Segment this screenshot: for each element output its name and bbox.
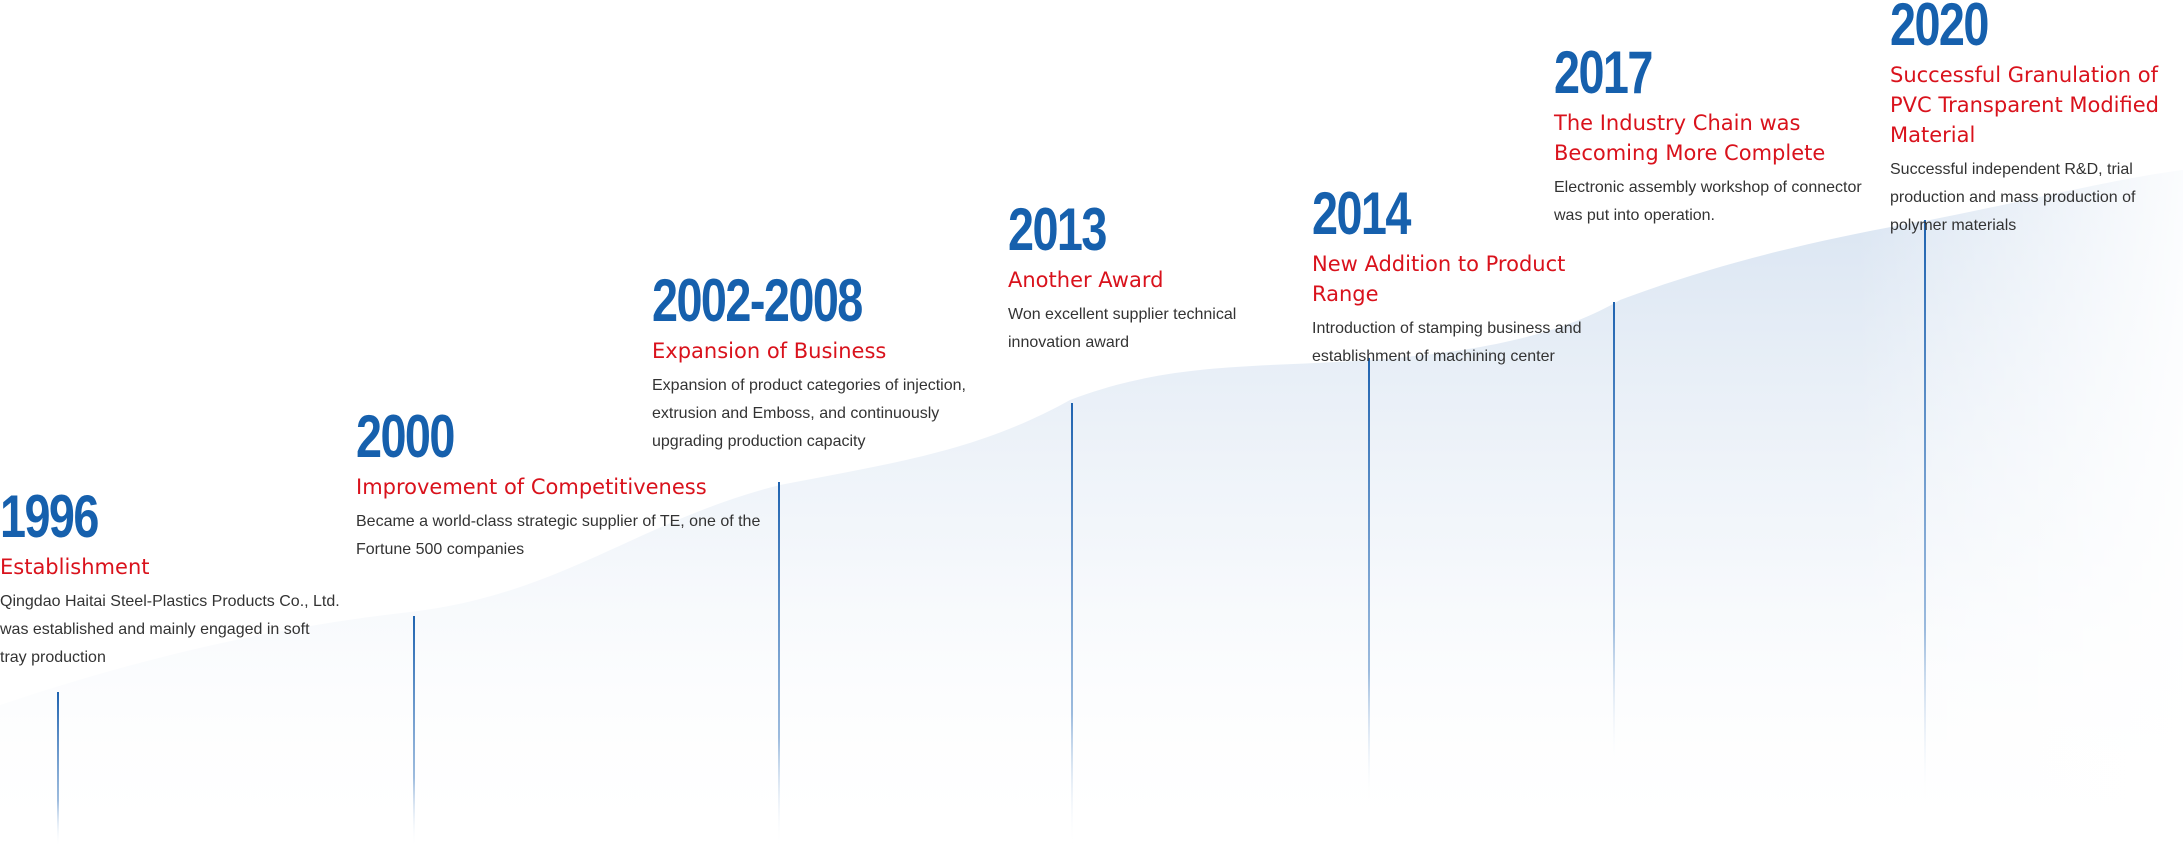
stem-2013 [1071,403,1073,847]
milestone-title: Establishment [0,555,150,579]
milestone-title: Successful Granulation of PVC Transparen… [1890,63,2159,147]
milestone-description: Became a world-class strategic supplier … [356,513,761,558]
milestone-description: Electronic assembly workshop of connecto… [1554,179,1862,224]
milestone-2002-2008: 2002-2008 Expansion of Business Expansio… [652,270,1012,456]
milestone-2013: 2013 Another Award Won excellent supplie… [1008,199,1268,357]
milestone-year: 2013 [1008,196,1107,263]
stem-2020 [1924,220,1926,805]
milestone-year: 2000 [356,403,455,470]
milestone-1996: 1996 Establishment Qingdao Haitai Steel-… [0,486,340,672]
milestone-2014: 2014 New Addition to Product Range Intro… [1312,183,1612,371]
milestone-description: Qingdao Haitai Steel-Plastics Products C… [0,593,340,666]
milestone-year: 2002-2008 [652,267,863,334]
milestone-2000: 2000 Improvement of Competitiveness Beca… [356,406,776,564]
milestone-title: Another Award [1008,268,1164,292]
milestone-year: 2020 [1890,0,1989,58]
milestone-2020: 2020 Successful Granulation of PVC Trans… [1890,0,2180,240]
stem-1996 [57,692,59,847]
milestone-title: New Addition to Product Range [1312,252,1566,306]
milestone-year: 1996 [0,483,99,550]
stem-2017 [1613,302,1615,765]
milestone-title: Expansion of Business [652,339,887,363]
milestone-year: 2014 [1312,180,1411,247]
milestone-2017: 2017 The Industry Chain was Becoming Mor… [1554,42,1894,230]
milestone-title: Improvement of Competitiveness [356,475,707,499]
milestone-description: Expansion of product categories of injec… [652,377,966,450]
stem-2002-2008 [778,482,780,847]
milestone-year: 2017 [1554,39,1653,106]
milestone-description: Introduction of stamping business and es… [1312,320,1582,365]
milestone-description: Won excellent supplier technical innovat… [1008,306,1237,351]
milestone-description: Successful independent R&D, trial produc… [1890,161,2136,234]
milestone-title: The Industry Chain was Becoming More Com… [1554,111,1826,165]
stem-2014 [1368,358,1370,805]
stem-2000 [413,616,415,847]
